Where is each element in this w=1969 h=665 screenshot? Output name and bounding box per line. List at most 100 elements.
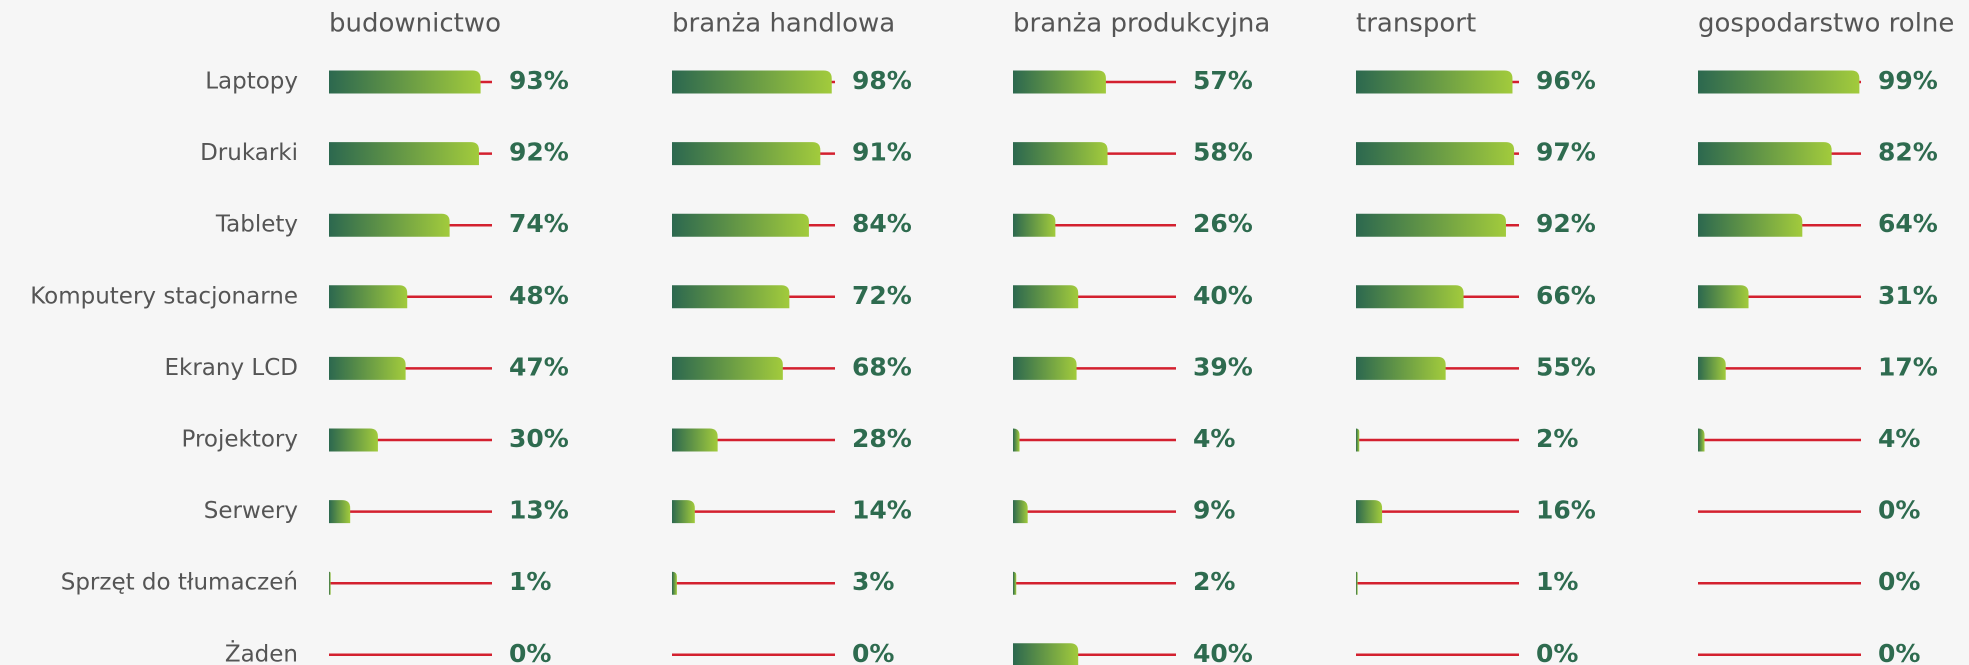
category-label: Ekrany LCD bbox=[165, 355, 299, 381]
bar bbox=[1013, 213, 1056, 237]
value-label: 9% bbox=[1193, 496, 1235, 525]
value-label: 14% bbox=[852, 496, 912, 525]
value-label: 82% bbox=[1878, 138, 1938, 167]
category-label: Projektory bbox=[181, 427, 298, 453]
bar bbox=[672, 285, 790, 309]
value-label: 2% bbox=[1536, 424, 1578, 453]
bar bbox=[1698, 285, 1749, 309]
bar bbox=[1013, 428, 1020, 452]
bar bbox=[1013, 285, 1079, 309]
bar bbox=[1356, 213, 1506, 237]
category-label: Serwery bbox=[204, 498, 298, 524]
bar bbox=[1698, 70, 1860, 94]
bar bbox=[672, 356, 783, 380]
value-label: 58% bbox=[1193, 138, 1253, 167]
bar bbox=[1356, 571, 1358, 595]
value-label: 84% bbox=[852, 209, 912, 238]
bar bbox=[672, 428, 718, 452]
value-label: 40% bbox=[1193, 639, 1253, 665]
bar bbox=[1356, 500, 1383, 524]
bar bbox=[1013, 571, 1017, 595]
bar bbox=[329, 213, 450, 237]
bar bbox=[672, 571, 677, 595]
bar bbox=[1356, 142, 1515, 166]
panel-title: gospodarstwo rolne bbox=[1698, 9, 1954, 39]
bar bbox=[329, 285, 408, 309]
bar bbox=[1013, 356, 1077, 380]
value-label: 64% bbox=[1878, 209, 1938, 238]
bar bbox=[672, 213, 809, 237]
value-label: 92% bbox=[509, 138, 569, 167]
value-label: 57% bbox=[1193, 66, 1253, 95]
value-label: 39% bbox=[1193, 352, 1253, 381]
value-label: 1% bbox=[1536, 567, 1578, 596]
value-label: 30% bbox=[509, 424, 569, 453]
value-label: 72% bbox=[852, 281, 912, 310]
value-label: 74% bbox=[509, 209, 569, 238]
value-label: 0% bbox=[1536, 639, 1578, 665]
bar bbox=[1356, 70, 1513, 94]
bar bbox=[1013, 70, 1106, 94]
value-label: 16% bbox=[1536, 496, 1596, 525]
bar bbox=[329, 428, 378, 452]
bar bbox=[1356, 428, 1360, 452]
value-label: 92% bbox=[1536, 209, 1596, 238]
value-label: 0% bbox=[852, 639, 894, 665]
value-label: 66% bbox=[1536, 281, 1596, 310]
value-label: 98% bbox=[852, 66, 912, 95]
value-label: 55% bbox=[1536, 352, 1596, 381]
category-label: Komputery stacjonarne bbox=[30, 283, 298, 309]
value-label: 91% bbox=[852, 138, 912, 167]
value-label: 47% bbox=[509, 352, 569, 381]
value-label: 26% bbox=[1193, 209, 1253, 238]
value-label: 2% bbox=[1193, 567, 1235, 596]
value-label: 99% bbox=[1878, 66, 1938, 95]
bar bbox=[672, 142, 821, 166]
value-label: 31% bbox=[1878, 281, 1938, 310]
value-label: 4% bbox=[1878, 424, 1920, 453]
category-label: Drukarki bbox=[200, 140, 298, 166]
value-label: 0% bbox=[1878, 496, 1920, 525]
bar bbox=[1356, 285, 1464, 309]
bar bbox=[1013, 500, 1028, 524]
bar bbox=[1698, 356, 1726, 380]
bar bbox=[329, 500, 351, 524]
value-label: 48% bbox=[509, 281, 569, 310]
bar bbox=[1698, 142, 1832, 166]
panel-title: branża handlowa bbox=[672, 9, 895, 39]
value-label: 17% bbox=[1878, 352, 1938, 381]
value-label: 0% bbox=[1878, 639, 1920, 665]
value-label: 68% bbox=[852, 352, 912, 381]
value-label: 0% bbox=[1878, 567, 1920, 596]
panel-title: branża produkcyjna bbox=[1013, 9, 1270, 39]
value-label: 93% bbox=[509, 66, 569, 95]
value-label: 1% bbox=[509, 567, 551, 596]
category-label: Sprzęt do tłumaczeń bbox=[61, 570, 298, 596]
bar bbox=[1013, 643, 1079, 665]
bar bbox=[1698, 213, 1803, 237]
value-label: 0% bbox=[509, 639, 551, 665]
value-label: 97% bbox=[1536, 138, 1596, 167]
bar bbox=[1013, 142, 1108, 166]
value-label: 28% bbox=[852, 424, 912, 453]
panel-title: budownictwo bbox=[329, 9, 501, 39]
bar bbox=[1698, 428, 1705, 452]
value-label: 13% bbox=[509, 496, 569, 525]
category-label: Tablety bbox=[215, 212, 298, 238]
bar bbox=[329, 356, 406, 380]
bar bbox=[329, 142, 479, 166]
bar bbox=[329, 70, 481, 94]
value-label: 3% bbox=[852, 567, 894, 596]
bar bbox=[1356, 356, 1446, 380]
category-label: Laptopy bbox=[205, 69, 298, 95]
bar bbox=[672, 500, 695, 524]
bar bbox=[672, 70, 832, 94]
value-label: 4% bbox=[1193, 424, 1235, 453]
value-label: 96% bbox=[1536, 66, 1596, 95]
category-label: Żaden bbox=[225, 639, 298, 665]
bar bbox=[329, 571, 331, 595]
panel-title: transport bbox=[1356, 9, 1476, 39]
value-label: 40% bbox=[1193, 281, 1253, 310]
